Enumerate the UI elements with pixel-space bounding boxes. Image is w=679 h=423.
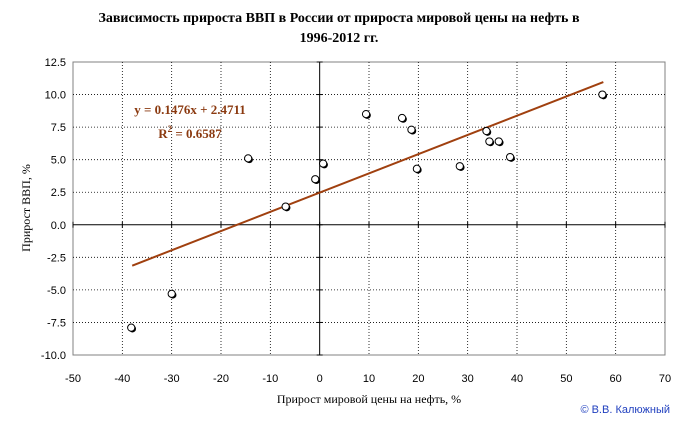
data-point xyxy=(311,175,320,184)
x-tick-label: 40 xyxy=(511,373,523,385)
trendline xyxy=(131,81,604,267)
x-tick-label: -20 xyxy=(213,373,229,385)
x-tick-label: -10 xyxy=(262,373,278,385)
trendline-equation: y = 0.1476x + 2.4711 xyxy=(134,102,246,117)
data-point xyxy=(244,154,253,163)
trendline-group xyxy=(131,81,604,267)
data-point xyxy=(167,289,176,298)
trendline-r2: R2 = 0.6587 xyxy=(158,124,222,141)
x-tick-label: 30 xyxy=(462,373,474,385)
x-axis-label: Прирост мировой цены на нефть, % xyxy=(277,392,461,406)
chart-title-line1: Зависимость прироста ВВП в России от при… xyxy=(98,11,579,26)
data-point xyxy=(319,159,328,168)
data-point xyxy=(598,90,607,99)
data-point xyxy=(482,126,491,136)
x-tick-label: 60 xyxy=(610,373,622,385)
y-tick-label: -7.5 xyxy=(47,317,66,329)
chart-title-line2: 1996-2012 гг. xyxy=(300,31,379,46)
data-point xyxy=(412,164,421,173)
zero-axes xyxy=(72,61,666,356)
x-tick-labels: -50 -40 -30 -20 -10 0 10 20 30 40 50 60 70 xyxy=(65,373,671,385)
y-tick-labels: 12.5 10.0 7.5 5.0 2.5 0.0 -2.5 -5.0 -7.5 -10.0 xyxy=(41,57,66,362)
r2-prefix: R xyxy=(158,126,168,141)
y-axis-label: Прирост ВВП, % xyxy=(19,164,33,252)
y-tick-label: -2.5 xyxy=(47,252,66,264)
data-point xyxy=(494,137,503,146)
x-tick-label: 10 xyxy=(363,373,375,385)
data-point xyxy=(127,323,136,332)
x-tick-label: 0 xyxy=(317,373,323,385)
y-tick-label: 2.5 xyxy=(51,187,66,199)
r2-value: = 0.6587 xyxy=(172,126,222,141)
x-tick-label: -50 xyxy=(65,373,81,385)
grid-lines xyxy=(73,62,665,355)
data-points xyxy=(127,90,608,333)
r2-exponent: 2 xyxy=(168,124,173,134)
x-tick-label: 70 xyxy=(659,373,671,385)
y-tick-label: 7.5 xyxy=(51,122,66,134)
data-point xyxy=(361,109,371,119)
y-tick-label: -5.0 xyxy=(47,285,66,297)
copyright-note: © В.В. Калюжный xyxy=(580,404,670,416)
y-tick-label: 10.0 xyxy=(45,90,66,102)
y-tick-label: 5.0 xyxy=(51,155,66,167)
x-tick-label: -40 xyxy=(114,373,130,385)
data-point xyxy=(407,125,416,134)
x-tick-label: -30 xyxy=(164,373,180,385)
data-point xyxy=(485,137,494,146)
data-point xyxy=(505,152,515,162)
data-point xyxy=(397,113,407,123)
y-tick-label: 0.0 xyxy=(51,220,66,232)
y-tick-label: 12.5 xyxy=(45,57,66,69)
data-point xyxy=(455,162,464,171)
x-tick-label: 20 xyxy=(412,373,424,385)
x-tick-label: 50 xyxy=(560,373,572,385)
y-tick-label: -10.0 xyxy=(41,350,66,362)
data-point xyxy=(281,202,290,211)
